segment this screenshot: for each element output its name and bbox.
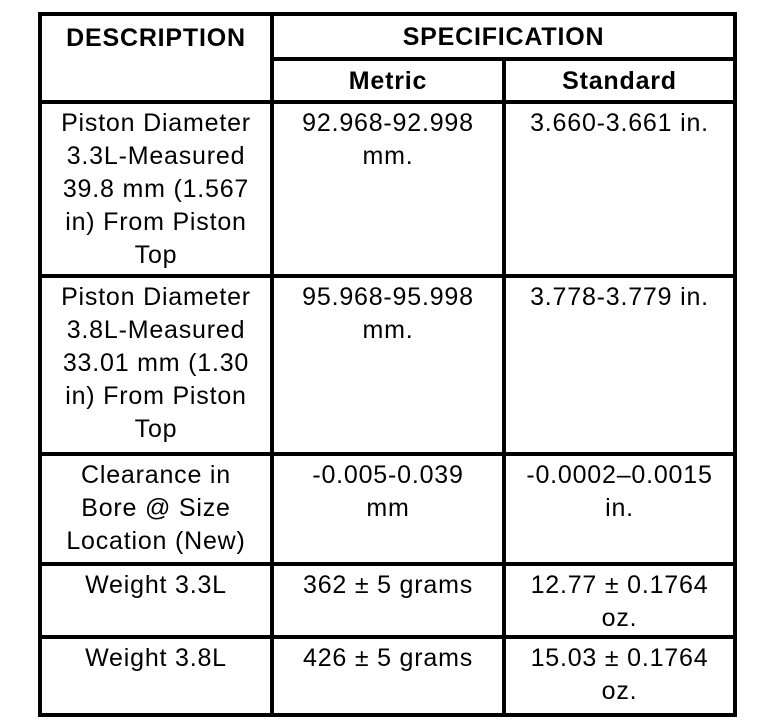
- cell-description: Piston Diameter 3.8L-Measured 33.01 mm (…: [38, 274, 274, 456]
- header-row-units: Metric Standard: [40, 57, 737, 104]
- cell-metric: 426 ± 5 grams: [270, 635, 506, 717]
- cell-metric: 95.968-95.998 mm.: [270, 274, 506, 456]
- column-header-description: DESCRIPTION: [38, 12, 274, 104]
- cell-standard: 3.660-3.661 in.: [502, 100, 737, 278]
- cell-description: Weight 3.3L: [38, 562, 274, 639]
- cell-description: Clearance in Bore @ Size Location (New): [38, 452, 274, 566]
- piston-specification-table: DESCRIPTION SPECIFICATION Metric Standar…: [38, 12, 737, 717]
- column-header-specification: SPECIFICATION: [270, 12, 737, 61]
- cell-standard: -0.0002–0.0015 in.: [502, 452, 737, 566]
- table-row: Clearance in Bore @ Size Location (New) …: [38, 452, 737, 566]
- table-row: Piston Diameter 3.8L-Measured 33.01 mm (…: [38, 274, 737, 456]
- cell-description: Piston Diameter 3.3L-Measured 39.8 mm (1…: [38, 100, 274, 278]
- column-header-metric: Metric: [270, 57, 506, 104]
- cell-standard: 12.77 ± 0.1764 oz.: [502, 562, 737, 639]
- cell-metric: 92.968-92.998 mm.: [270, 100, 506, 278]
- cell-standard: 3.778-3.779 in.: [502, 274, 737, 456]
- cell-metric: 362 ± 5 grams: [270, 562, 506, 639]
- table-row: Weight 3.3L 362 ± 5 grams 12.77 ± 0.1764…: [38, 562, 737, 639]
- cell-description: Weight 3.8L: [38, 635, 274, 717]
- cell-metric: -0.005-0.039 mm: [270, 452, 506, 566]
- column-header-standard: Standard: [502, 57, 737, 104]
- cell-standard: 15.03 ± 0.1764 oz.: [502, 635, 737, 717]
- table-row: Weight 3.8L 426 ± 5 grams 15.03 ± 0.1764…: [38, 635, 737, 717]
- table-row: Piston Diameter 3.3L-Measured 39.8 mm (1…: [38, 100, 737, 278]
- header-row-top: DESCRIPTION SPECIFICATION: [38, 12, 737, 104]
